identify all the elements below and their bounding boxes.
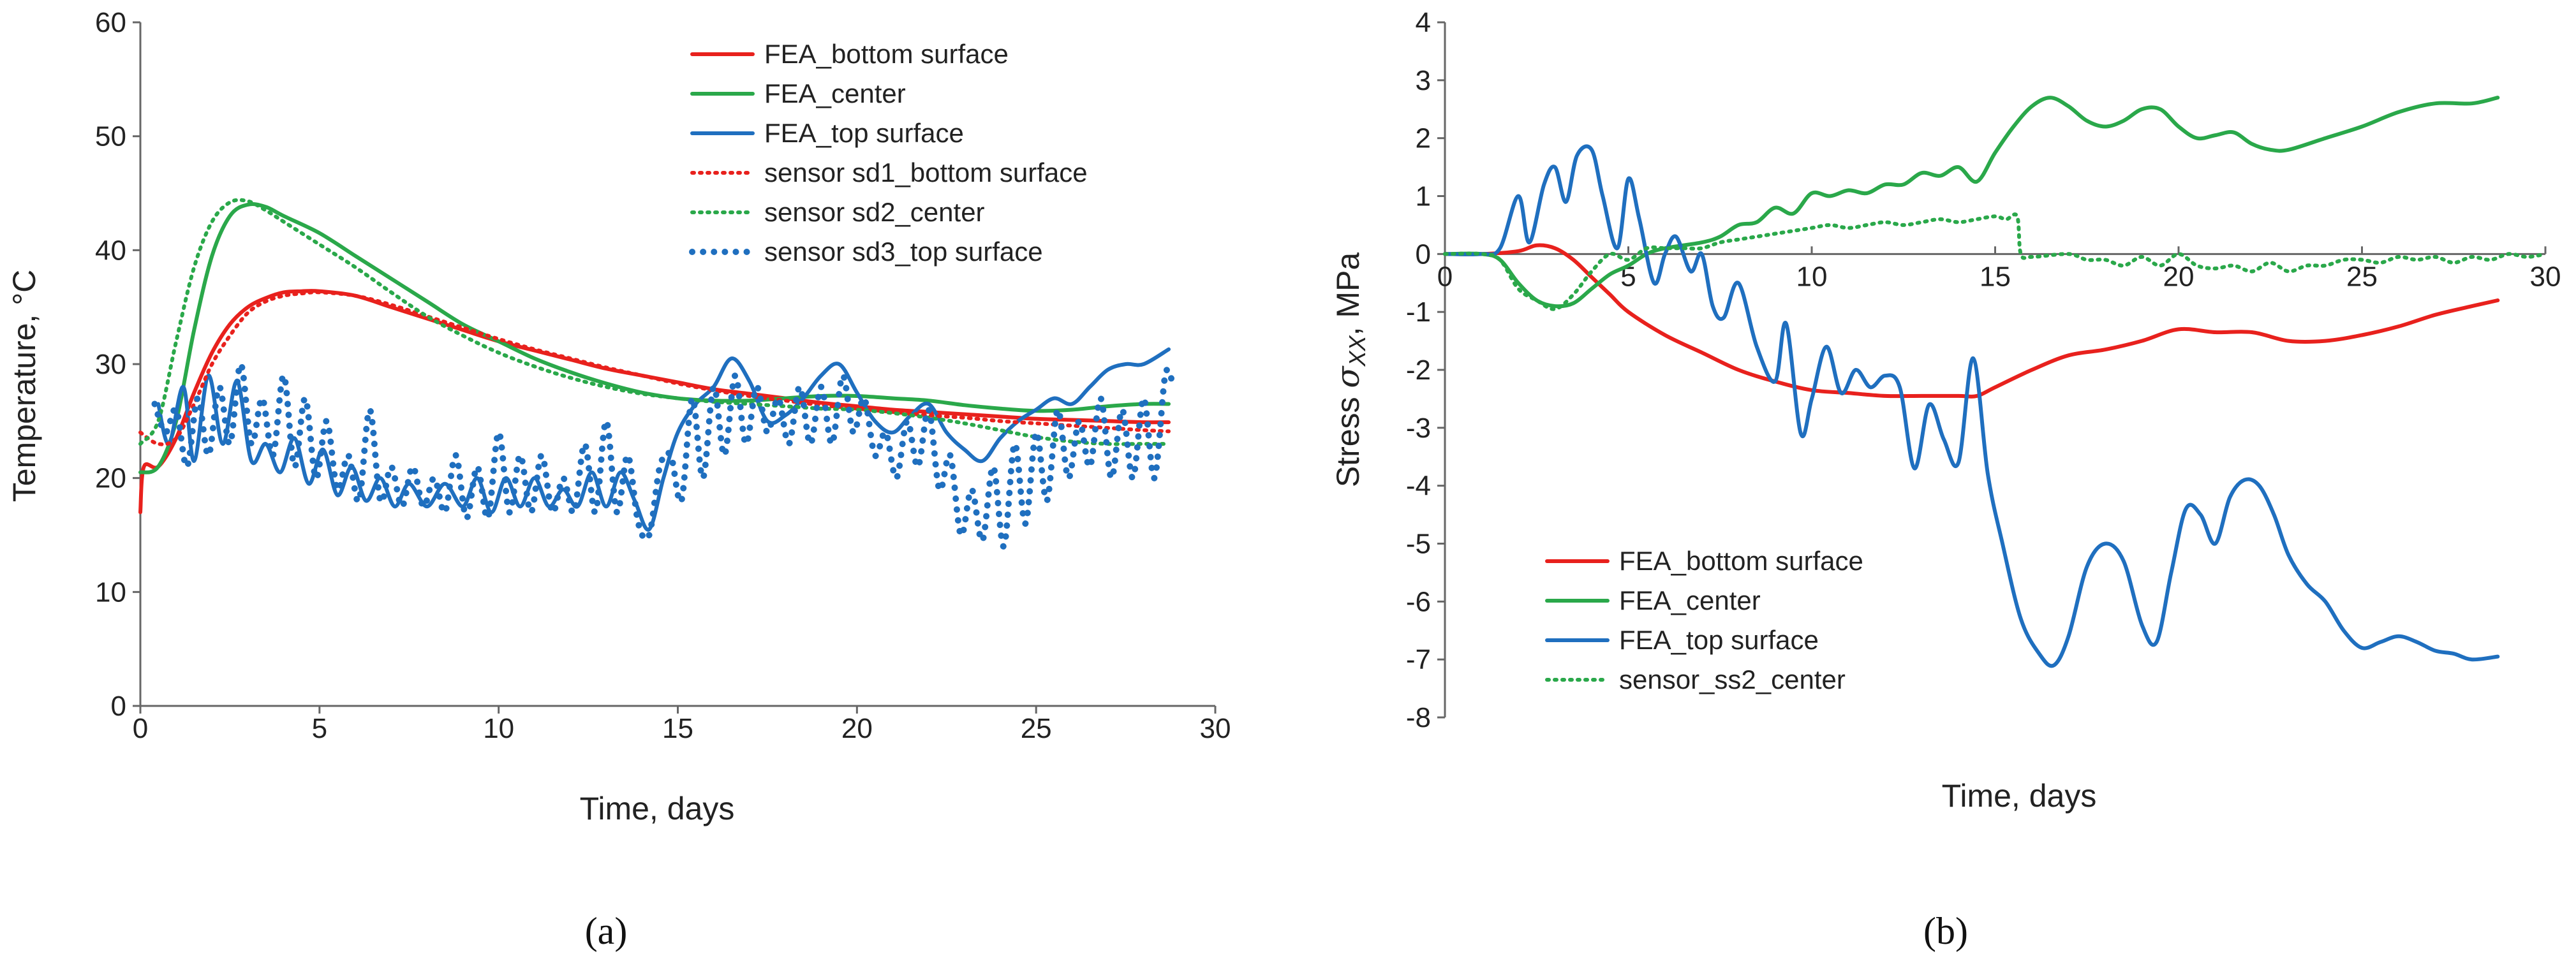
stress-axes: [1444, 22, 2545, 717]
stress-series-fea-center: [1443, 96, 2500, 309]
panel-label-a: (a): [585, 910, 628, 952]
stress-y-tick-label: 2: [1416, 123, 1431, 154]
stress-y-tick-label: -5: [1406, 529, 1431, 560]
temperature-legend: FEA_bottom surface FEA_center FEA_top surf…: [689, 39, 1088, 267]
temperature-y-axis-label: Temperature, °C: [6, 270, 42, 502]
temperature-x-tick-label: 10: [483, 713, 514, 744]
temperature-chart: 0 10 20 30 40 50 60 0 5 10 15 20 25 30 Time, days Te…: [6, 7, 1231, 952]
stress-y-tick-label: -2: [1406, 355, 1431, 386]
stress-y-tick-label: 3: [1416, 65, 1431, 96]
stress-y-tick-label: -1: [1406, 297, 1431, 328]
stress-x-tick-label: 10: [1796, 261, 1828, 292]
stress-y-tick-label: -4: [1406, 471, 1431, 502]
temperature-legend-label-fea-center: FEA_center: [764, 78, 906, 108]
temperature-legend-label-sensor-sd2-center: sensor sd2_center: [764, 197, 985, 227]
temperature-legend-label-fea-top-surface: FEA_top surface: [764, 118, 964, 148]
stress-series-fea-bottom-surface: [1443, 243, 2500, 399]
temperature-series-sensor-sd2-center: [138, 198, 1171, 446]
stress-y-tick-label: -8: [1406, 702, 1431, 733]
stress-y-tick-label: 0: [1416, 238, 1431, 270]
temperature-y-tick-label: 20: [95, 463, 126, 494]
stress-y-tick-label: 1: [1416, 181, 1431, 212]
stress-y-tick-label: 4: [1416, 7, 1431, 38]
temperature-series: [138, 198, 1176, 550]
stress-series-fea-top-surface: [1443, 144, 2500, 668]
stress-x-tick-label: 30: [2530, 261, 2561, 292]
temperature-y-tick-label: 0: [111, 691, 126, 722]
temperature-series-fea-top-surface: [156, 347, 1171, 532]
stress-x-tick-label: 0: [1437, 261, 1453, 292]
stress-y-tick-label: -3: [1406, 413, 1431, 444]
stress-series: [1443, 96, 2547, 668]
stress-y-label-suffix: , MPa: [1330, 253, 1366, 336]
stress-y-tick-label: -7: [1406, 644, 1431, 675]
temperature-x-tick-label: 5: [312, 713, 327, 744]
temperature-legend-label-sensor-sd1-bottom-surface: sensor sd1_bottom surface: [764, 158, 1088, 187]
temperature-x-tick-label: 20: [841, 713, 873, 744]
stress-legend-label-fea-top-surface: FEA_top surface: [1619, 625, 1819, 655]
stress-y-tick-label: -6: [1406, 586, 1431, 617]
stress-y-label-sigma: σ: [1329, 365, 1366, 388]
temperature-x-tick-label: 25: [1021, 713, 1052, 744]
stress-y-axis-label: Stress σXX, MPa: [1329, 253, 1370, 488]
panel-label-b: (b): [1923, 910, 1968, 952]
stress-x-tick-label: 25: [2346, 261, 2378, 292]
temperature-x-axis-label: Time, days: [580, 791, 735, 826]
stress-x-tick-label: 20: [2163, 261, 2195, 292]
temperature-series-sensor-sd1-bottom-surface: [138, 290, 1171, 446]
stress-legend-label-fea-center: FEA_center: [1619, 585, 1761, 615]
stress-x-tick-label: 15: [1980, 261, 2011, 292]
temperature-y-tick-label: 50: [95, 121, 126, 152]
temperature-legend-label-fea-bottom-surface: FEA_bottom surface: [764, 39, 1009, 69]
stress-series-sensor-ss2-center: [1443, 212, 2547, 311]
temperature-y-tick-label: 60: [95, 7, 126, 38]
temperature-x-tick-label: 15: [662, 713, 693, 744]
temperature-x-tick-label: 0: [133, 713, 148, 744]
temperature-x-ticks: 0 5 10 15 20 25 30: [133, 706, 1231, 744]
temperature-y-tick-label: 10: [95, 576, 126, 608]
stress-y-ticks: -8 -7 -6 -5 -4 -3 -2 -1 0 1 2 3 4: [1406, 7, 1445, 733]
stress-x-ticks: 0 5 10 15 20 25 30: [1437, 246, 2561, 292]
temperature-y-tick-label: 30: [95, 349, 126, 380]
temperature-series-sensor-sd3-top-surface: [151, 360, 1176, 550]
stress-legend-label-fea-bottom-surface: FEA_bottom surface: [1619, 546, 1863, 576]
stress-y-label-sub: XX: [1344, 334, 1370, 367]
temperature-series-fea-center: [138, 202, 1171, 474]
temperature-x-tick-label: 30: [1200, 713, 1231, 744]
temperature-y-tick-label: 40: [95, 235, 126, 266]
temperature-axes: [139, 22, 1215, 707]
temperature-legend-label-sensor-sd3-top-surface: sensor sd3_top surface: [764, 237, 1043, 267]
stress-x-axis-label: Time, days: [1942, 778, 2097, 814]
stress-legend: FEA_bottom surface FEA_center FEA_top surf…: [1545, 546, 1863, 694]
stress-y-label-prefix: Stress: [1330, 388, 1366, 488]
temperature-y-ticks: 0 10 20 30 40 50 60: [95, 7, 140, 722]
stress-legend-label-sensor-ss2-center: sensor_ss2_center: [1619, 664, 1846, 694]
